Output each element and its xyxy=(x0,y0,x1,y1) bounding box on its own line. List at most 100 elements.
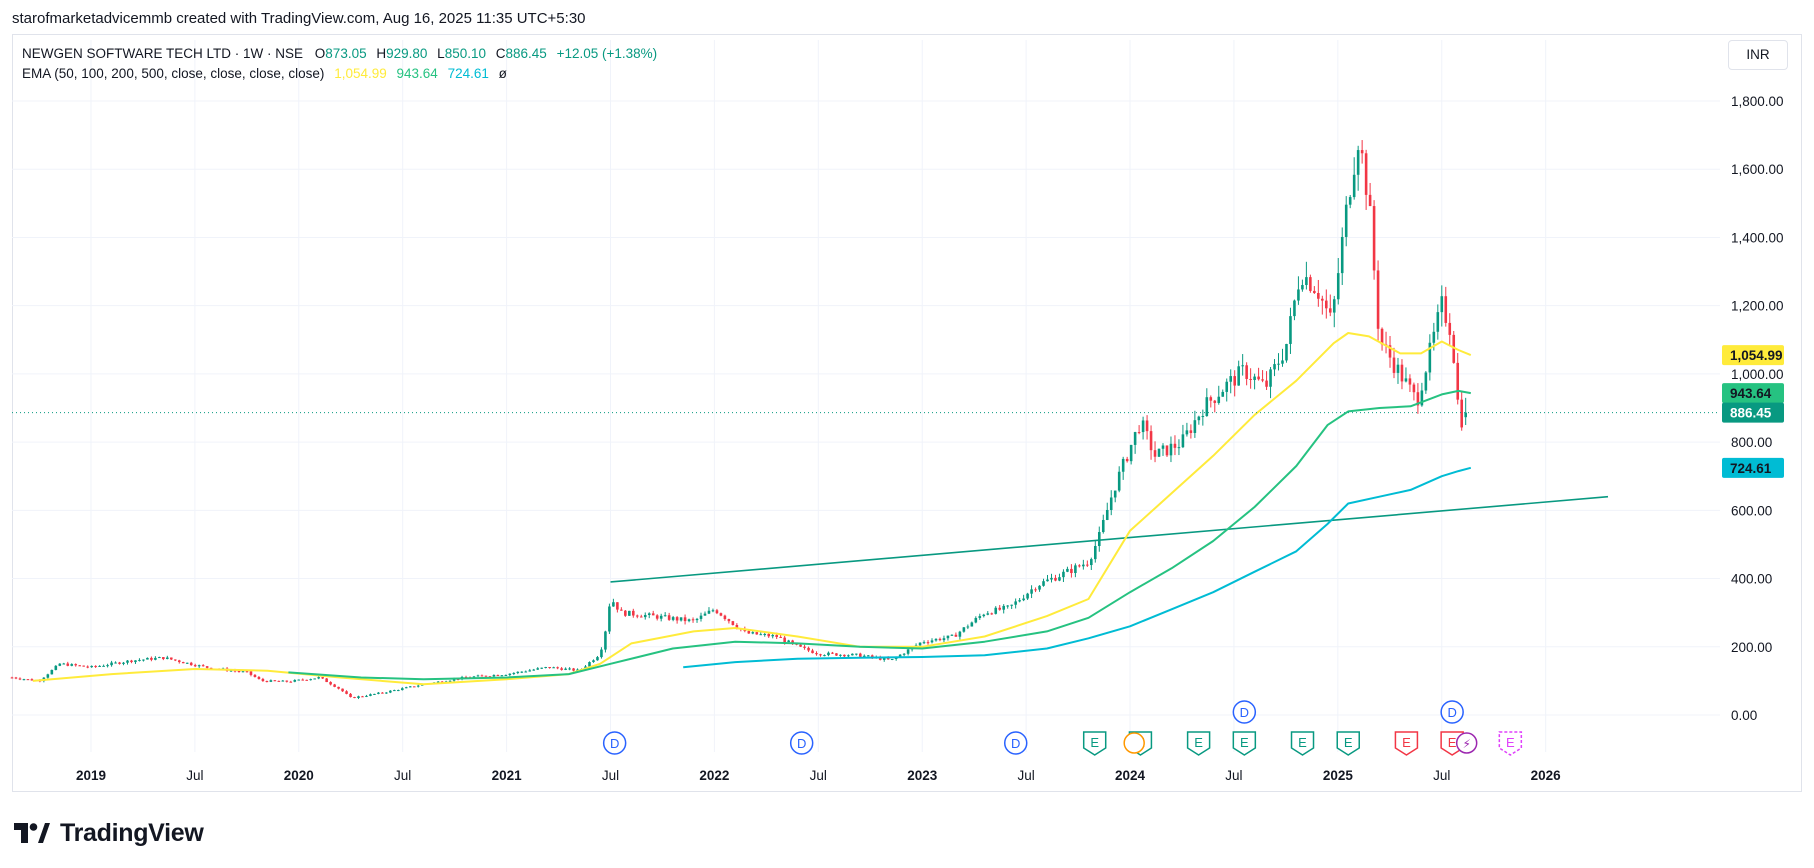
candle-body xyxy=(1317,293,1320,299)
candle-body xyxy=(962,627,966,632)
ema-label[interactable]: EMA (50, 100, 200, 500, close, close, cl… xyxy=(22,66,325,81)
candle-body xyxy=(1229,376,1233,382)
ema-line-ema-100[interactable] xyxy=(288,389,1471,681)
candle-body xyxy=(1420,390,1424,406)
candle-body xyxy=(970,622,974,627)
candle-body xyxy=(600,649,603,658)
candle-body xyxy=(1038,585,1041,590)
candle-body xyxy=(675,617,679,621)
y-tick-label: 0.00 xyxy=(1731,708,1757,723)
trendline[interactable] xyxy=(610,495,1609,583)
candle-body xyxy=(1289,316,1292,344)
candle-body xyxy=(659,615,663,619)
candle-body xyxy=(1313,290,1316,294)
candle-body xyxy=(82,665,85,667)
currency-button[interactable]: INR xyxy=(1728,40,1788,70)
candle-body xyxy=(699,615,703,619)
candle-body xyxy=(305,679,309,681)
candle-body xyxy=(381,692,384,694)
candle-body xyxy=(10,677,14,679)
candle-body xyxy=(373,693,376,695)
candle-body xyxy=(544,666,547,668)
dividend-marker[interactable] xyxy=(1232,700,1257,724)
candle-body xyxy=(1221,391,1225,397)
candle-body xyxy=(847,655,850,657)
candle-body xyxy=(62,663,66,665)
candle-body xyxy=(1340,236,1344,274)
candle-body xyxy=(568,668,571,670)
ema-legend-row: EMA (50, 100, 200, 500, close, close, cl… xyxy=(22,64,657,84)
split-marker[interactable] xyxy=(1123,732,1145,754)
open-value: 873.05 xyxy=(325,46,367,61)
candle-body xyxy=(1161,445,1165,449)
candle-body xyxy=(703,613,707,616)
candle-body xyxy=(241,671,245,673)
x-tick-label: 2024 xyxy=(1115,768,1146,783)
candle-body xyxy=(1285,343,1288,361)
candle-body xyxy=(1325,300,1328,309)
earnings-marker[interactable] xyxy=(1498,731,1523,756)
candle-body xyxy=(261,678,265,682)
candle-body xyxy=(1305,277,1308,286)
candle-body xyxy=(843,654,846,657)
candle-body xyxy=(1440,296,1444,313)
earnings-marker[interactable] xyxy=(1394,731,1419,756)
candle-body xyxy=(508,673,512,675)
ema50-value: 1,054.99 xyxy=(334,66,387,81)
price-label-text: 886.45 xyxy=(1730,406,1772,421)
candle-body xyxy=(1360,150,1364,154)
earnings-marker[interactable] xyxy=(1290,731,1315,756)
candle-body xyxy=(1050,577,1053,580)
candle-body xyxy=(385,692,388,694)
candle-body xyxy=(30,679,34,681)
candle-body xyxy=(1070,568,1073,574)
symbol-title[interactable]: NEWGEN SOFTWARE TECH LTD · 1W · NSE xyxy=(22,46,304,61)
ema-line-ema-50[interactable] xyxy=(32,332,1472,686)
ema-line-ema-200[interactable] xyxy=(683,466,1472,669)
candle-body xyxy=(345,691,348,694)
y-tick-label: 400.00 xyxy=(1731,572,1772,587)
dividend-marker[interactable] xyxy=(1003,731,1028,755)
candle-body xyxy=(1105,509,1109,520)
candle-body xyxy=(1460,399,1464,428)
candle-body xyxy=(1125,458,1129,462)
candle-body xyxy=(150,657,153,660)
earnings-marker[interactable] xyxy=(1232,731,1257,756)
candle-body xyxy=(827,652,830,656)
earnings-marker[interactable] xyxy=(1186,731,1211,756)
y-tick-label: 200.00 xyxy=(1731,640,1772,655)
price-label-text: 724.61 xyxy=(1730,461,1772,476)
candle-body xyxy=(1396,364,1400,373)
dividend-marker[interactable] xyxy=(602,731,627,755)
tradingview-brand: TradingView xyxy=(14,818,204,848)
candle-body xyxy=(671,617,675,620)
candle-body xyxy=(878,657,882,660)
ema200-value: 724.61 xyxy=(447,66,489,81)
dividend-marker[interactable] xyxy=(1440,700,1464,724)
y-tick-label: 800.00 xyxy=(1731,435,1772,450)
candle-body xyxy=(882,658,886,660)
candle-body xyxy=(185,662,189,664)
earnings-marker[interactable] xyxy=(1082,731,1107,756)
earnings-marker-letter: E xyxy=(1506,735,1515,750)
candle-body xyxy=(1356,150,1360,175)
x-tick-label: Jul xyxy=(1433,768,1450,783)
candle-body xyxy=(14,677,18,679)
candle-body xyxy=(560,668,563,670)
candle-body xyxy=(1058,577,1061,581)
earnings-marker[interactable] xyxy=(1336,731,1360,756)
candle-body xyxy=(576,669,579,671)
dividend-marker[interactable] xyxy=(789,731,814,755)
candle-body xyxy=(863,655,866,657)
candle-body xyxy=(823,655,826,657)
candle-body xyxy=(679,617,683,621)
candle-body xyxy=(751,632,755,634)
candle-body xyxy=(162,657,165,660)
candle-body xyxy=(723,615,727,620)
candle-body xyxy=(1392,357,1396,373)
split-marker[interactable] xyxy=(1455,732,1478,754)
candle-body xyxy=(727,619,731,622)
price-label-text: 943.64 xyxy=(1730,386,1772,401)
candle-body xyxy=(70,664,74,666)
